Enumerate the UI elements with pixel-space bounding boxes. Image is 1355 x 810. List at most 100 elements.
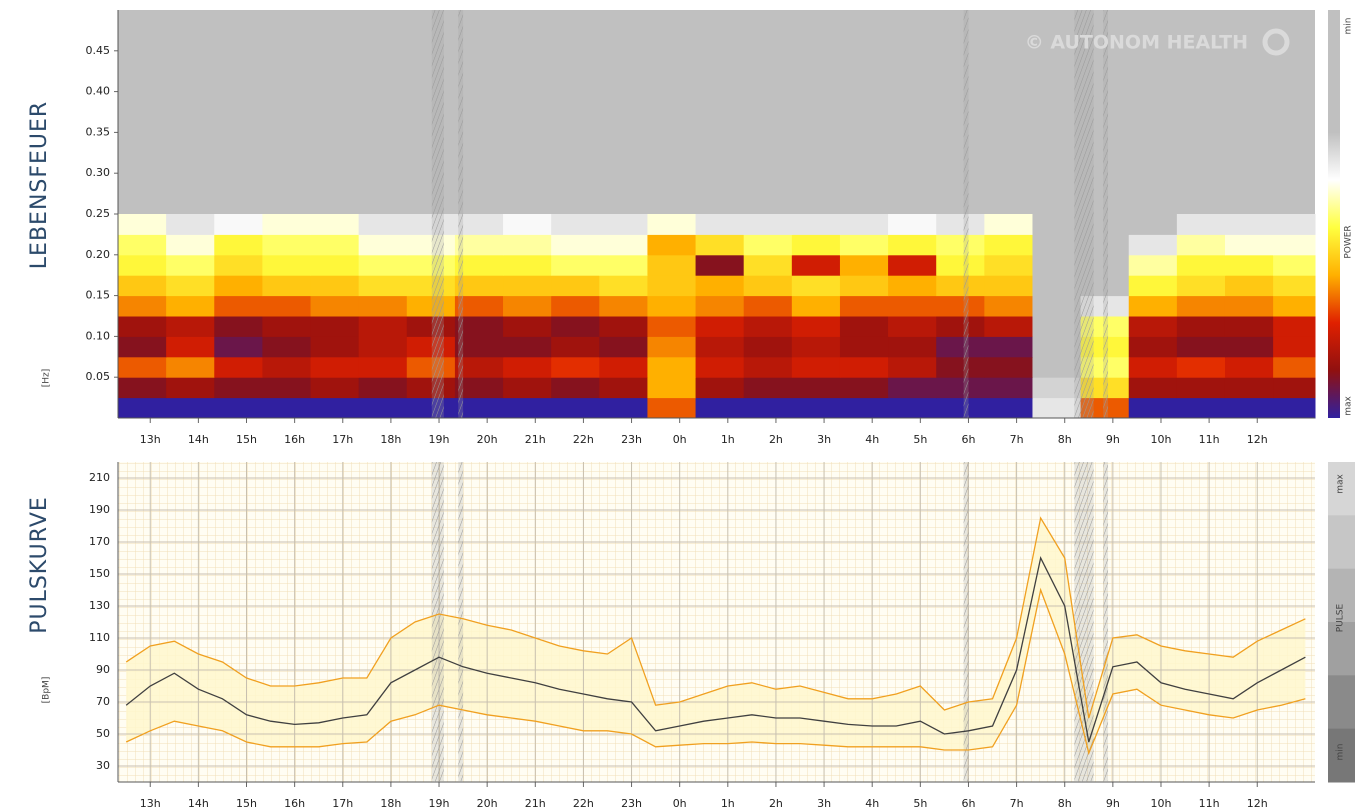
heatmap-cell xyxy=(936,316,985,337)
heatmap-cell xyxy=(503,254,552,276)
heatmap-cell xyxy=(118,214,167,235)
heatmap-cell xyxy=(791,254,841,276)
heatmap-cell xyxy=(888,275,937,297)
heatmap-cell xyxy=(1273,336,1316,358)
heatmap-cell xyxy=(262,254,312,276)
y-tick-label: 150 xyxy=(89,567,110,580)
heatmap-cell xyxy=(454,377,504,399)
heatmap-cell xyxy=(839,275,889,297)
heatmap-cell xyxy=(118,275,167,297)
heatmap-cell xyxy=(166,234,215,256)
heatmap-cell xyxy=(695,356,745,378)
heatmap-cell xyxy=(888,356,937,378)
heatmap-cell xyxy=(551,316,600,337)
heatmap-cell xyxy=(743,295,793,317)
heatmap-cell xyxy=(936,397,985,419)
heatmap-cell xyxy=(1032,336,1082,358)
heatmap-cell xyxy=(888,234,937,256)
heatmap-cell xyxy=(936,377,985,399)
heatmap-cell xyxy=(647,254,697,276)
colorbar-label: min xyxy=(1344,18,1354,35)
heatmap-cell xyxy=(1128,397,1178,419)
y-tick-label: 0.20 xyxy=(86,248,111,261)
heatmap-cell xyxy=(791,316,841,337)
scale-bar xyxy=(1328,675,1355,730)
heatmap-cell xyxy=(984,234,1033,256)
x-tick-label: 6h xyxy=(961,433,975,446)
x-tick-label: 22h xyxy=(573,797,594,810)
heatmap-cell xyxy=(214,254,263,276)
heatmap-cell xyxy=(839,295,889,317)
y-tick-label: 190 xyxy=(89,503,110,516)
pulse-line xyxy=(125,556,1306,743)
heatmap-cell xyxy=(1128,336,1178,358)
heatmap-cell xyxy=(647,275,697,297)
heatmap-cell xyxy=(454,275,504,297)
heatmap-cell xyxy=(406,356,456,378)
heatmap-cell xyxy=(839,377,889,399)
heatmap-cell xyxy=(1176,295,1226,317)
heatmap-cell xyxy=(214,316,263,337)
heatmap-cell xyxy=(214,214,263,235)
x-tick-label: 7h xyxy=(1010,433,1024,446)
heatmap-cell xyxy=(1176,356,1226,378)
heatmap-cell xyxy=(1224,275,1274,297)
heatmap-cell xyxy=(1032,316,1082,337)
heatmap-cell xyxy=(503,295,552,317)
heatmap-cell xyxy=(984,356,1033,378)
x-tick-label: 22h xyxy=(573,433,594,446)
heatmap-cell xyxy=(984,397,1033,419)
heatmap-cell xyxy=(406,295,456,317)
y-tick-label: 0.25 xyxy=(86,207,111,220)
heatmap-cell xyxy=(454,214,504,235)
heatmap-cell xyxy=(214,234,263,256)
artifact-hatch xyxy=(963,462,969,782)
x-tick-label: 23h xyxy=(621,797,642,810)
heatmap-cell xyxy=(1273,214,1316,235)
artifact-hatch xyxy=(1103,10,1109,418)
x-tick-label: 23h xyxy=(621,433,642,446)
heatmap-cell xyxy=(454,234,504,256)
pulse-line xyxy=(125,516,1306,719)
heatmap-cell xyxy=(647,356,697,378)
heatmap-cell xyxy=(1032,275,1082,297)
heatmap-cell xyxy=(166,254,215,276)
y-tick-label: 30 xyxy=(96,759,110,772)
heatmap-cell xyxy=(888,397,937,419)
heatmap-cell xyxy=(503,356,552,378)
heatmap-cell xyxy=(599,295,648,317)
heatmap-cell xyxy=(743,377,793,399)
pulse-band xyxy=(126,518,1306,754)
heatmap-cell xyxy=(984,214,1033,235)
heatmap-cell xyxy=(310,234,360,256)
heatmap-cell xyxy=(118,295,167,317)
heatmap-cell xyxy=(551,336,600,358)
heatmap-cell xyxy=(936,275,985,297)
x-tick-label: 5h xyxy=(913,797,927,810)
heatmap-cell xyxy=(647,295,697,317)
heatmap-cell xyxy=(695,295,745,317)
heatmap-cell xyxy=(262,356,312,378)
heatmap-cell xyxy=(791,336,841,358)
heatmap-cell xyxy=(358,234,408,256)
heatmap-cell xyxy=(166,397,215,419)
heatmap-cell xyxy=(118,356,167,378)
heatmap-cell xyxy=(888,214,937,235)
heatmap-cell xyxy=(406,275,456,297)
heatmap-cell xyxy=(1224,356,1274,378)
heatmap-cell xyxy=(695,234,745,256)
heatmap-cell xyxy=(551,254,600,276)
x-tick-label: 3h xyxy=(817,797,831,810)
heatmap-cell xyxy=(551,234,600,256)
heatmap-cell xyxy=(695,377,745,399)
heatmap-cell xyxy=(503,275,552,297)
heatmap-cell xyxy=(1176,377,1226,399)
y-axis-label: [Hz] xyxy=(42,369,52,388)
heatmap-cell xyxy=(1176,397,1226,419)
heatmap-cell xyxy=(1032,377,1082,399)
heatmap-cell xyxy=(984,336,1033,358)
x-tick-label: 20h xyxy=(477,433,498,446)
heatmap-cell xyxy=(503,377,552,399)
heatmap-cell xyxy=(839,254,889,276)
heatmap-cell xyxy=(1176,275,1226,297)
